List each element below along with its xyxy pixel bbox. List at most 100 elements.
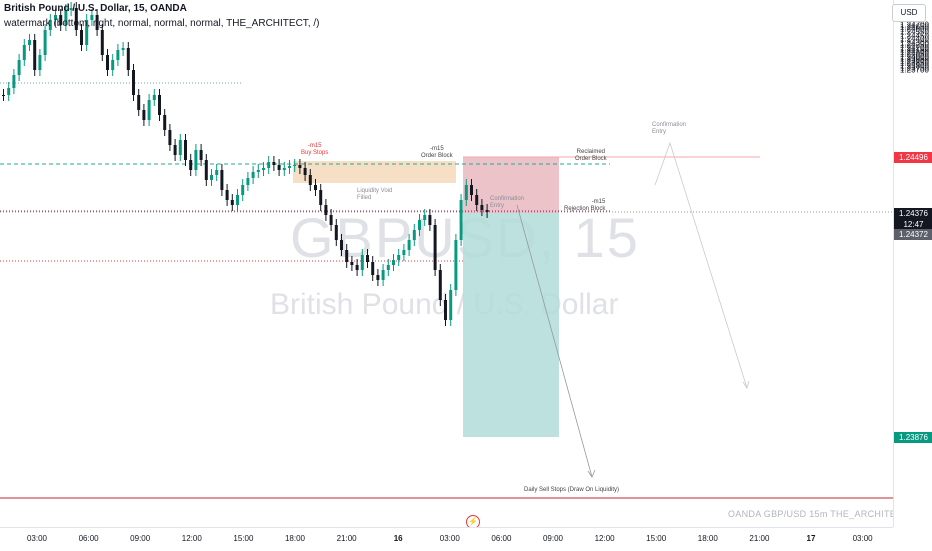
price-tick: 1.23950 [900,54,929,64]
candle-body [293,165,297,166]
candle-body [314,185,317,190]
candle-body [137,95,141,110]
projection-arrowhead [587,469,596,478]
candle-body [246,178,250,185]
candle-body [262,168,265,170]
candle-body [230,200,234,205]
candle-body [33,40,37,70]
candle-body [459,200,463,240]
candle-body [80,30,83,45]
price-tick: 1.24700 [900,20,929,30]
price-tick: 1.23750 [900,63,929,73]
buy-stops-order-block-zone [293,161,456,183]
candle-body [397,255,401,260]
currency-button[interactable]: USD [892,4,926,22]
candle-body [59,15,63,25]
candle-body [95,15,99,30]
candle-body [381,270,385,280]
time-tick: 18:00 [284,534,306,543]
price-tick: 1.24400 [900,34,929,44]
candle-body [345,250,349,262]
candle-body [210,175,213,180]
candle-body [480,205,484,210]
price-axis[interactable]: 1.24700 1.24650 1.24600 1.24550 1.24450 1.244… [893,0,932,527]
confirmation-entry-top-annotation: Confirmation Entry [652,122,687,135]
price-tick: 1.24150 [900,45,929,55]
price-plot[interactable] [0,0,893,527]
price-tick: 1.24650 [900,22,929,32]
candle-body [22,45,26,60]
candle-body [54,15,57,20]
candle-body [334,225,338,240]
last-price-value: 1.24376 [899,209,928,218]
candle-body [428,215,432,225]
candle-body [142,110,146,120]
candle-body [360,255,364,270]
candle-body [173,145,177,155]
price-tick: 1.24300 [900,38,929,48]
candle-body [225,190,229,200]
candle-body [475,195,479,205]
buy-stops-annotation: -m15 Buy Stops [301,143,329,156]
price-tick: 1.24250 [900,40,929,50]
candle-body [444,300,447,320]
candle-body [64,10,68,25]
candle-body [121,48,125,50]
time-tick: 12:00 [594,534,615,543]
chart-pane[interactable]: GBPUSD, 15 British Pound / U.S. Dollar -… [0,0,893,527]
time-tick: 21:00 [749,534,770,543]
candle-body [376,275,380,280]
candle-body [251,172,255,178]
candle-body [100,30,104,55]
candle-body [220,170,224,190]
lightning-icon[interactable]: ⚡ [466,515,480,527]
candle-body [282,168,286,170]
price-tick: 1.24450 [900,31,929,41]
candle-body [90,15,94,20]
time-tick: 03:00 [26,534,48,543]
time-tick: 03:00 [852,534,873,543]
candle-body [303,168,307,175]
symbol-legend[interactable]: British Pound / U.S. Dollar, 15, OANDA [4,3,187,14]
candle-body [17,60,21,75]
price-tick: 1.24100 [900,47,929,57]
candle-body [449,290,453,320]
candle-body [272,162,276,165]
candle-body [288,166,291,168]
candle-body [178,140,182,155]
candle-body [111,60,115,70]
bar-countdown: 12:47 [903,220,924,229]
candle-body [38,55,42,70]
rejection-block-annotation: -m15 Rejection Block [564,199,606,212]
candle-body [340,240,343,250]
candle-body [454,240,458,290]
candle-body [366,255,369,262]
candle-body [158,95,161,115]
time-tick: 09:00 [130,534,151,543]
candle-body [256,170,260,172]
candle-body [48,20,52,30]
candle-body [189,160,193,170]
candle-body [392,260,395,265]
alternate-projection-path [654,141,748,389]
reclaimed-price-label: 1.24496 [894,152,932,163]
candle-body [308,175,312,185]
candle-body [241,185,245,195]
candle-body [163,115,167,130]
candle-body [485,210,489,212]
price-tick: 1.23700 [900,65,929,75]
candle-body [386,265,390,270]
indicator-legend[interactable]: watermark (bottom, right, normal, normal… [4,18,320,29]
alternate-arrowhead [742,380,750,389]
candle-body [28,40,31,45]
reclaimed-order-block-annotation: Reclaimed Order Block [575,149,607,162]
time-tick: 12:00 [181,534,202,543]
candle-body [371,262,375,275]
liquidity-void-annotation: Liquidity Void Filled [357,188,393,201]
price-tick: 1.24600 [900,24,929,34]
candle-body [194,150,198,170]
time-axis[interactable]: 03:00 06:00 09:00 12:00 15:00 18:00 21:00 16 03:… [0,527,893,551]
candle-body [152,95,156,100]
candle-body [418,220,421,230]
target-price-label: 1.23876 [894,432,932,443]
